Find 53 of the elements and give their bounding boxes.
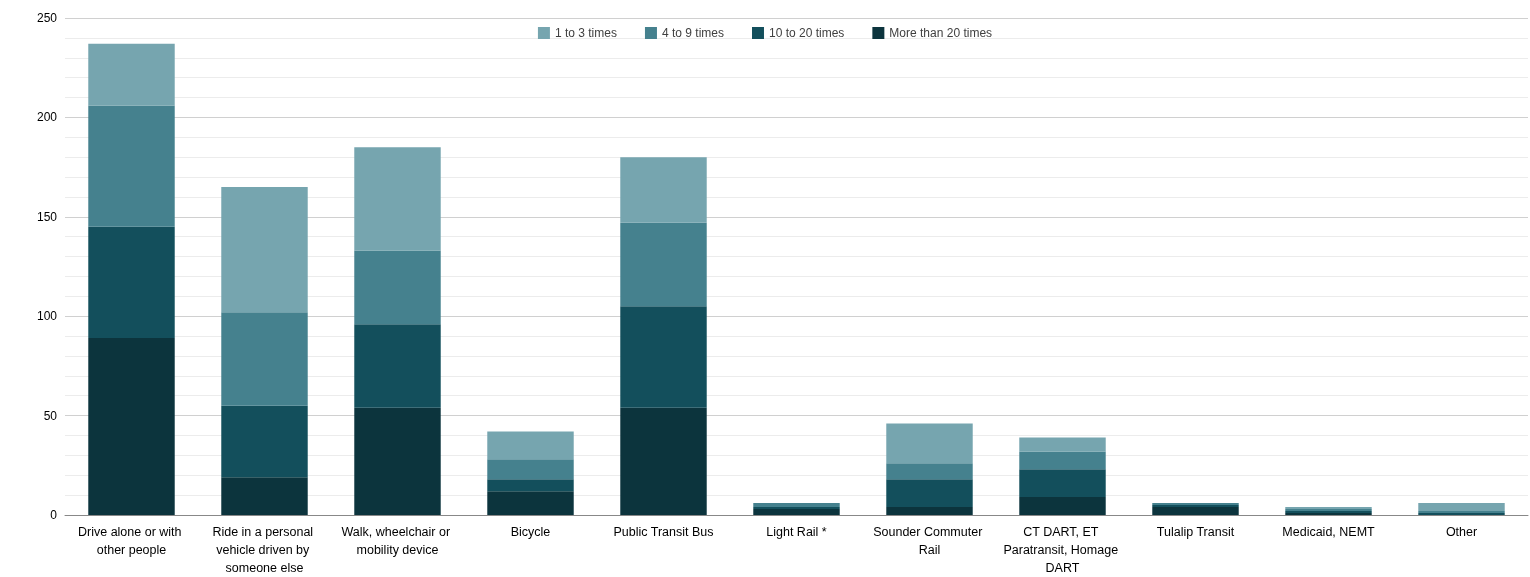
x-tick-label: Tulalip Transit xyxy=(1156,525,1235,539)
bar xyxy=(354,407,441,515)
bar xyxy=(753,509,840,515)
x-tick-label: Ride in a personal vehicle driven by someone else xyxy=(212,525,317,575)
y-tick-label: 250 xyxy=(36,11,58,25)
bar xyxy=(1019,437,1106,452)
bar xyxy=(88,338,175,515)
bar xyxy=(620,306,707,408)
x-tick-label: Walk, wheelchair or mobility device xyxy=(341,525,454,557)
y-tick-label: 150 xyxy=(36,209,58,224)
legend-label: 10 to 20 times xyxy=(768,26,845,40)
bar xyxy=(88,105,175,227)
bar xyxy=(221,405,308,478)
bar xyxy=(1019,497,1106,515)
legend-label: 4 to 9 times xyxy=(661,26,724,40)
bar xyxy=(620,157,707,223)
x-tick-label: Sounder Commuter Rail xyxy=(873,525,986,557)
y-tick-label: 100 xyxy=(36,309,58,324)
x-tick-label: CT DART, ET Paratransit, Homage DART xyxy=(1003,525,1122,575)
x-tick-label: Other xyxy=(1445,525,1478,539)
x-tick-label: Light Rail * xyxy=(766,525,827,539)
y-tick-label: 200 xyxy=(36,110,58,125)
bar xyxy=(88,226,175,339)
bar xyxy=(221,477,308,515)
bar xyxy=(753,503,840,508)
legend-label: 1 to 3 times xyxy=(554,26,617,40)
x-tick-label: Drive alone or with other people xyxy=(78,525,185,557)
bar xyxy=(487,459,574,480)
bar xyxy=(354,250,441,325)
bar xyxy=(1019,451,1106,470)
bar xyxy=(354,147,441,251)
x-tick-label: Public Transit Bus xyxy=(613,525,714,539)
bar xyxy=(88,43,175,106)
bar xyxy=(886,423,973,464)
bar xyxy=(886,463,973,480)
y-tick-label: 50 xyxy=(43,408,58,423)
bar xyxy=(221,312,308,406)
bar xyxy=(620,407,707,515)
bar xyxy=(487,431,574,460)
bar xyxy=(1418,503,1505,512)
bar xyxy=(886,479,973,508)
x-tick-label: Medicaid, NEMT xyxy=(1282,525,1376,539)
bar xyxy=(1152,507,1239,515)
bar xyxy=(620,222,707,307)
bar xyxy=(354,324,441,408)
x-tick-label: Bicycle xyxy=(510,525,551,539)
y-tick-label: 0 xyxy=(50,508,58,522)
bar xyxy=(886,507,973,515)
legend-label: More than 20 times xyxy=(889,26,993,40)
bar xyxy=(221,186,308,313)
bar xyxy=(487,479,574,492)
bar xyxy=(1019,469,1106,498)
bar xyxy=(487,491,574,515)
